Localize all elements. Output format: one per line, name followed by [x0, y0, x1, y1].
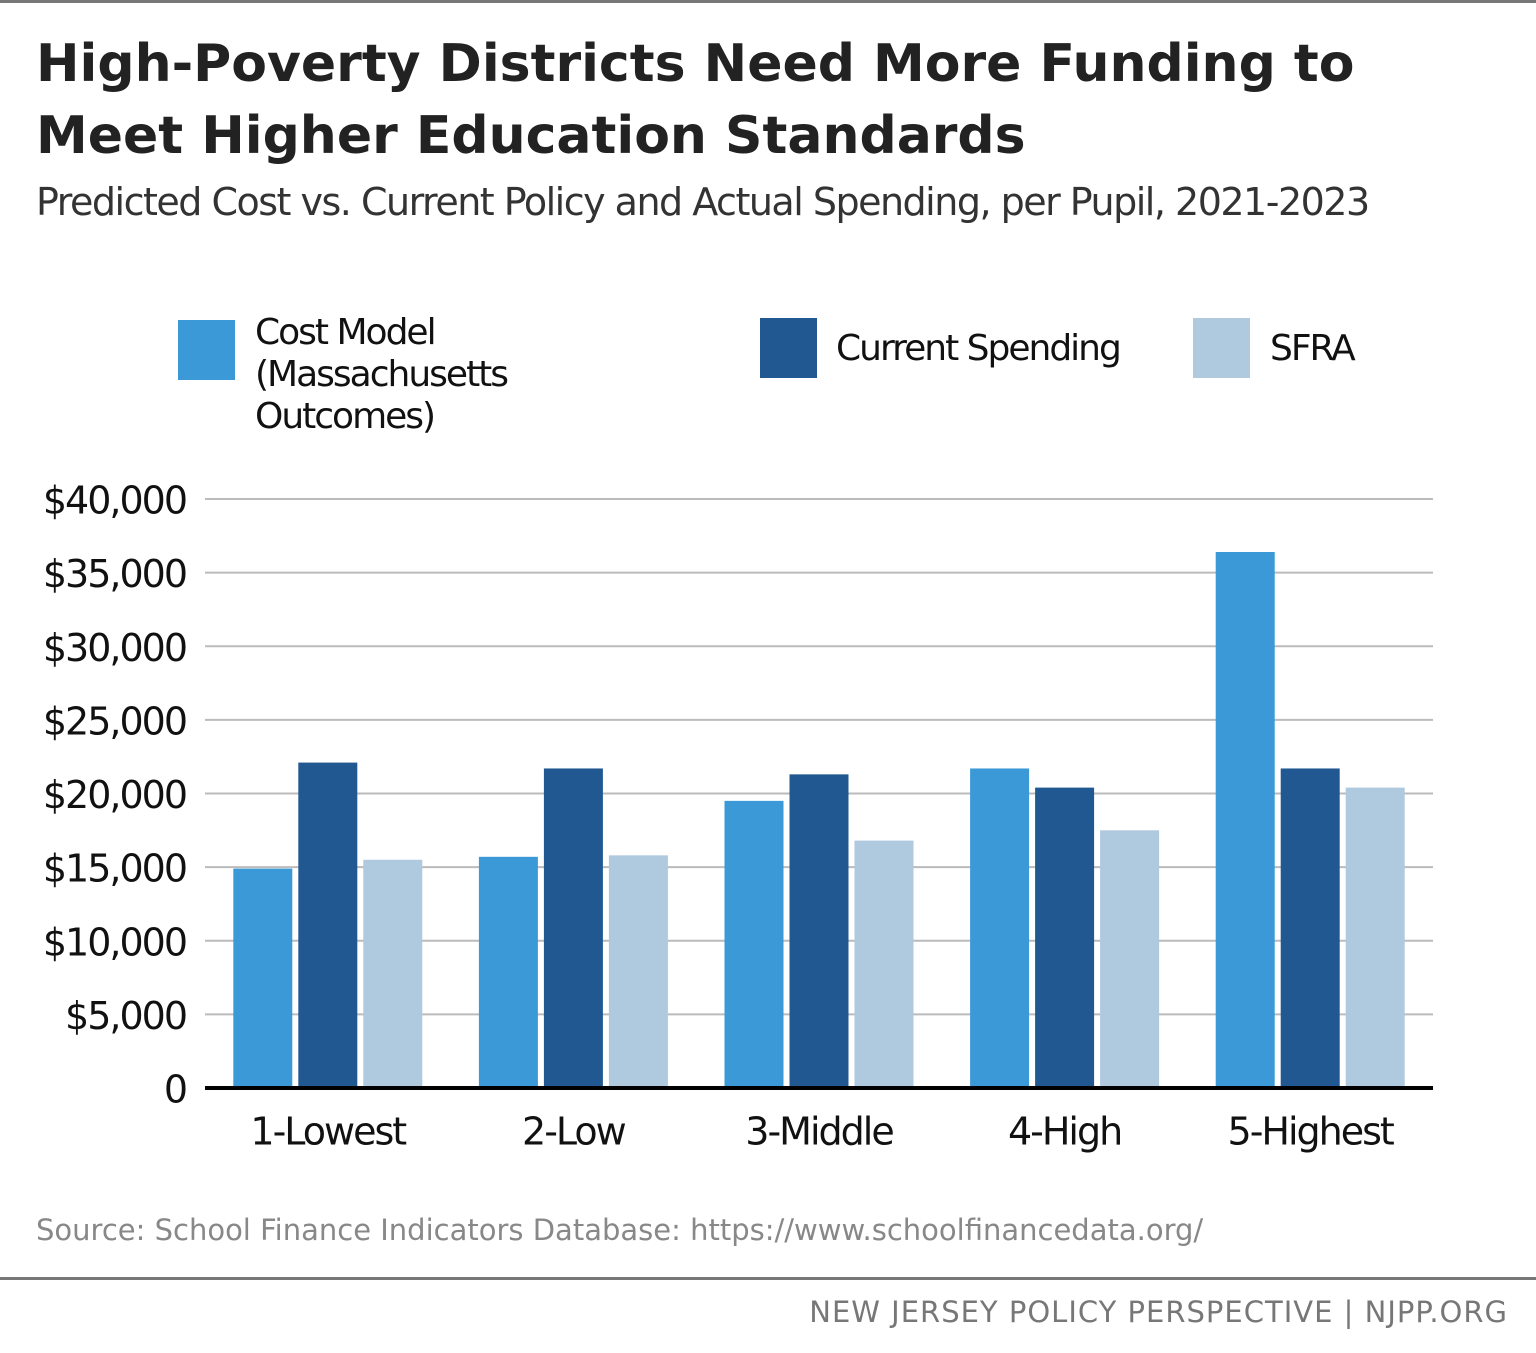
chart-subtitle: Predicted Cost vs. Current Policy and Ac… [36, 180, 1370, 224]
top-rule [0, 0, 1536, 3]
bar [789, 774, 849, 1088]
bar [854, 840, 914, 1088]
bar [233, 868, 293, 1088]
bar [478, 856, 538, 1088]
x-tick-label: 2-Low [522, 1110, 626, 1154]
legend-label: SFRA [1270, 328, 1356, 369]
bar [724, 800, 784, 1088]
bar [608, 855, 668, 1088]
y-tick-label: 0 [164, 1068, 186, 1112]
bottom-rule [0, 1277, 1536, 1280]
bar [543, 768, 603, 1088]
legend-label: Cost Model (Massachusetts Outcomes) [255, 312, 509, 437]
bar [363, 859, 423, 1088]
y-tick-label: $10,000 [43, 920, 186, 964]
y-tick-label: $40,000 [43, 479, 186, 523]
chart-title: High-Poverty Districts Need More Funding… [36, 34, 1355, 166]
bar [970, 768, 1030, 1088]
bar [1035, 787, 1095, 1088]
y-tick-label: $5,000 [65, 994, 186, 1038]
y-tick-label: $30,000 [43, 626, 186, 670]
legend-label: Current Spending [836, 328, 1122, 369]
bar [1280, 768, 1340, 1088]
y-tick-label: $25,000 [43, 699, 186, 743]
x-tick-label: 4-High [1008, 1110, 1121, 1154]
legend-swatch [1193, 318, 1250, 378]
legend-swatch [760, 318, 817, 378]
bar [1215, 552, 1275, 1088]
y-tick-label: $15,000 [43, 847, 186, 891]
bar [1100, 830, 1160, 1088]
legend-swatch [178, 320, 235, 380]
x-tick-label: 5-Highest [1228, 1110, 1394, 1154]
bar [1345, 787, 1405, 1088]
footer: NEW JERSEY POLICY PERSPECTIVE | NJPP.ORG [809, 1295, 1508, 1329]
source-note: Source: School Finance Indicators Databa… [36, 1213, 1204, 1247]
x-tick-label: 1-Lowest [250, 1110, 406, 1154]
x-tick-label: 3-Middle [745, 1110, 893, 1154]
y-tick-label: $35,000 [43, 552, 186, 596]
y-tick-label: $20,000 [43, 773, 186, 817]
bar [298, 762, 358, 1088]
